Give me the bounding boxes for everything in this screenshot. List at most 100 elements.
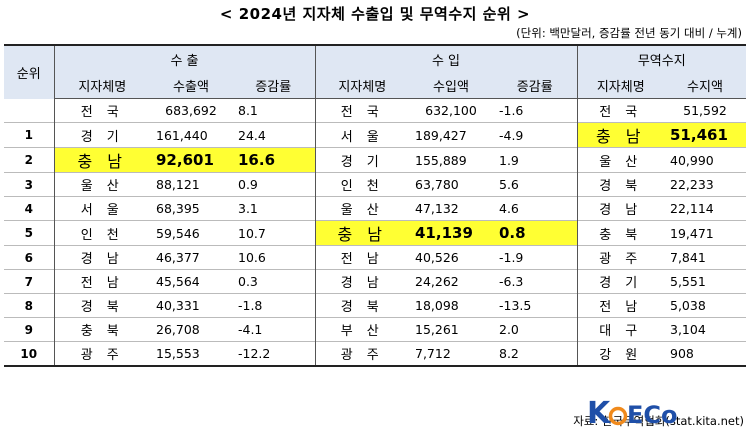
cell-row-rank: 7 bbox=[4, 269, 55, 294]
cell-import-amount: 632,100 bbox=[425, 103, 477, 118]
cell-import-growth: -13.5 bbox=[493, 293, 578, 318]
cell-import-growth: -1.6 bbox=[493, 98, 578, 123]
header-import-region: 지자체명 bbox=[315, 72, 409, 99]
cell-export-growth: 0.3 bbox=[232, 269, 316, 294]
cell-export-growth: 10.6 bbox=[232, 245, 316, 270]
cell-balance-amount: 19,471 bbox=[670, 225, 714, 241]
cell-import-growth: 8.2 bbox=[493, 341, 578, 366]
cell-import-amount: 18,098 bbox=[415, 298, 459, 313]
cell-import-amount: 47,132 bbox=[415, 201, 459, 216]
cell-export-region: 충 북 bbox=[80, 324, 124, 339]
cell-export-growth: 3.1 bbox=[232, 196, 316, 221]
cell-row-rank: 1 bbox=[4, 122, 55, 148]
cell-balance-region: 전 국 bbox=[599, 105, 643, 120]
cell-export-region: 전 남 bbox=[80, 276, 124, 291]
cell-import-growth: 1.9 bbox=[493, 147, 578, 173]
cell-export-region: 경 남 bbox=[80, 252, 124, 267]
cell-balance-amount: 3,104 bbox=[670, 322, 706, 337]
cell-export-amount: 88,121 bbox=[156, 177, 200, 192]
header-export-amount: 수출액 bbox=[150, 72, 232, 99]
table-row: 4 서 울 68,395 3.1 울 산 47,132 4.6 경 남 22,114 bbox=[4, 196, 746, 221]
cell-export-amount: 15,553 bbox=[156, 346, 200, 361]
cell-export-region: 경 기 bbox=[80, 129, 124, 145]
cell-import-region: 전 국 bbox=[340, 105, 384, 120]
cell-balance-region: 경 북 bbox=[599, 179, 643, 194]
cell-export-amount: 26,708 bbox=[156, 322, 200, 337]
table-body: 전 국 683,692 8.1 전 국 632,100 -1.6 전 국 51,592 1 경 기… bbox=[4, 98, 746, 366]
header-balance-region: 지자체명 bbox=[577, 72, 664, 99]
cell-export-growth: -4.1 bbox=[232, 317, 316, 342]
cell-import-growth: 5.6 bbox=[493, 172, 578, 197]
cell-balance-amount: 908 bbox=[670, 346, 694, 361]
cell-import-growth: -4.9 bbox=[493, 122, 578, 148]
cell-export-region: 울 산 bbox=[80, 179, 124, 194]
cell-import-region: 서 울 bbox=[340, 129, 384, 145]
cell-row-rank: 8 bbox=[4, 293, 55, 318]
cell-import-region: 경 남 bbox=[340, 276, 384, 291]
cell-export-growth: -12.2 bbox=[232, 341, 316, 366]
cell-row-rank: 5 bbox=[4, 220, 55, 246]
cell-balance-region: 충 남 bbox=[577, 122, 664, 148]
cell-balance-region: 강 원 bbox=[599, 348, 643, 363]
svg-text:ECo: ECo bbox=[627, 401, 678, 429]
table-row: 7 전 남 45,564 0.3 경 남 24,262 -6.3 경 기 5,551 bbox=[4, 269, 746, 294]
cell-row-rank: 3 bbox=[4, 172, 55, 197]
header-export-region: 지자체명 bbox=[54, 72, 150, 99]
cell-balance-region: 경 남 bbox=[599, 203, 643, 218]
cell-export-growth: 10.7 bbox=[232, 220, 316, 246]
header-balance: 무역수지 bbox=[577, 44, 746, 72]
cell-row-rank: 6 bbox=[4, 245, 55, 270]
cell-export-region: 경 북 bbox=[80, 300, 124, 315]
cell-export-amount: 46,377 bbox=[156, 250, 200, 265]
cell-balance-region: 충 북 bbox=[599, 227, 643, 243]
cell-export-amount: 92,601 bbox=[150, 147, 232, 173]
cell-export-amount: 68,395 bbox=[156, 201, 200, 216]
cell-export-region: 전 국 bbox=[80, 105, 124, 120]
cell-balance-region: 대 구 bbox=[599, 324, 643, 339]
cell-row-rank bbox=[4, 98, 55, 123]
cell-import-amount: 189,427 bbox=[415, 127, 467, 143]
cell-row-rank: 4 bbox=[4, 196, 55, 221]
cell-import-growth: -1.9 bbox=[493, 245, 578, 270]
header-rank: 순위 bbox=[4, 44, 55, 99]
table-row: 8 경 북 40,331 -1.8 경 북 18,098 -13.5 전 남 5,038 bbox=[4, 293, 746, 318]
svg-text:K: K bbox=[587, 396, 612, 430]
cell-import-growth: -6.3 bbox=[493, 269, 578, 294]
cell-export-region: 서 울 bbox=[80, 203, 124, 218]
table-title: < 2024년 지자체 수출입 및 무역수지 순위 > bbox=[219, 5, 531, 23]
header-export: 수 출 bbox=[54, 44, 316, 72]
cell-import-region: 전 남 bbox=[340, 252, 384, 267]
unit-note: (단위: 백만달러, 증감률 전년 동기 대비 / 누계) bbox=[516, 26, 742, 40]
cell-import-amount: 7,712 bbox=[415, 346, 451, 361]
cell-row-rank: 2 bbox=[4, 147, 55, 173]
cell-export-amount: 59,546 bbox=[156, 225, 200, 241]
cell-balance-amount: 5,038 bbox=[670, 298, 706, 313]
cell-balance-amount: 5,551 bbox=[670, 274, 706, 289]
cell-export-region: 광 주 bbox=[80, 348, 124, 363]
cell-balance-amount: 51,461 bbox=[664, 122, 746, 148]
cell-balance-amount: 51,592 bbox=[683, 103, 727, 118]
cell-import-amount: 15,261 bbox=[415, 322, 459, 337]
cell-export-growth: 16.6 bbox=[232, 147, 316, 173]
cell-import-amount: 40,526 bbox=[415, 250, 459, 265]
cell-export-amount: 40,331 bbox=[156, 298, 200, 313]
table-row: 1 경 기 161,440 24.4 서 울 189,427 -4.9 충 남 51,461 bbox=[4, 122, 746, 148]
cell-import-growth: 2.0 bbox=[493, 317, 578, 342]
cell-export-amount: 683,692 bbox=[165, 103, 217, 118]
header-import: 수 입 bbox=[315, 44, 578, 72]
cell-balance-amount: 40,990 bbox=[670, 152, 714, 168]
cell-import-region: 울 산 bbox=[340, 203, 384, 218]
cell-export-region: 인 천 bbox=[80, 227, 124, 243]
table-row: 9 충 북 26,708 -4.1 부 산 15,261 2.0 대 구 3,104 bbox=[4, 317, 746, 342]
cell-balance-amount: 7,841 bbox=[670, 250, 706, 265]
cell-import-growth: 4.6 bbox=[493, 196, 578, 221]
cell-import-growth: 0.8 bbox=[493, 220, 578, 246]
cell-export-growth: 24.4 bbox=[232, 122, 316, 148]
cell-export-growth: 8.1 bbox=[232, 98, 316, 123]
trade-ranking-table: 순위 수 출 수 입 무역수지 지자체명 수출액 증감률 지자체명 수입액 증감… bbox=[4, 44, 746, 367]
cell-balance-region: 광 주 bbox=[599, 252, 643, 267]
cell-import-amount: 63,780 bbox=[415, 177, 459, 192]
cell-export-region: 충 남 bbox=[54, 147, 150, 173]
cell-balance-amount: 22,114 bbox=[670, 201, 714, 216]
table-row: 10 광 주 15,553 -12.2 광 주 7,712 8.2 강 원 908 bbox=[4, 341, 746, 366]
